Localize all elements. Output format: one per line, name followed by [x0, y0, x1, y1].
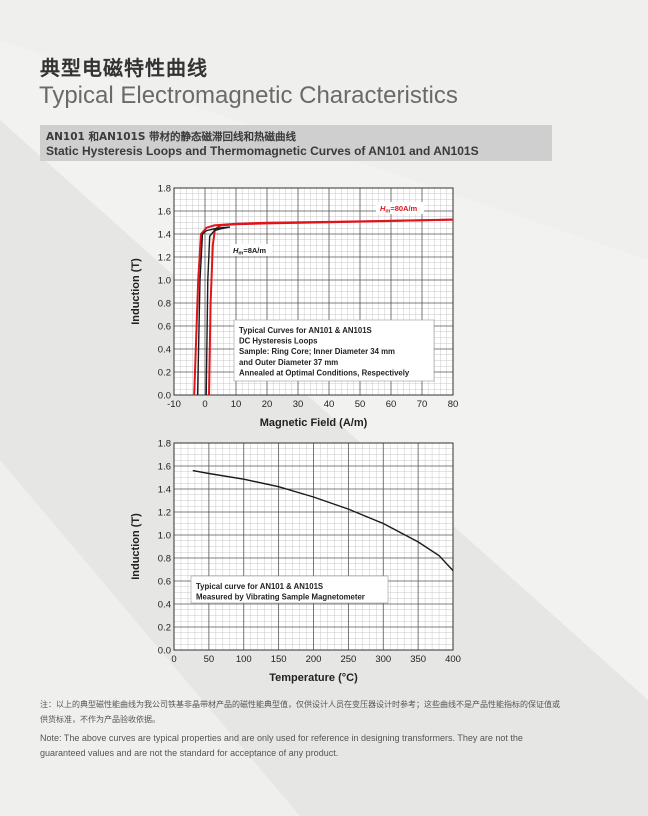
y-tick-label: 0.6	[158, 577, 171, 588]
y-tick-label: 1.4	[158, 485, 171, 496]
annotation-line: and Outer Diameter 37 mm	[239, 358, 338, 367]
x-tick-label: 30	[293, 399, 304, 410]
x-tick-label: 70	[417, 399, 428, 410]
y-tick-label: 0.8	[158, 554, 171, 565]
loop-8-upper-branch	[196, 226, 230, 396]
y-tick-label: 0.0	[158, 391, 171, 402]
x-tick-label: 100	[236, 654, 252, 665]
x-tick-label: 0	[171, 654, 176, 665]
series-label-bg	[376, 202, 424, 214]
plot-frame-1	[173, 187, 454, 396]
x-tick-label: 300	[375, 654, 391, 665]
annotation-line: DC Hysteresis Loops	[239, 337, 318, 346]
y-tick-label: 0.0	[158, 646, 171, 657]
section-title-en: Static Hysteresis Loops and Thermomagnet…	[46, 144, 479, 158]
x-tick-label: 250	[340, 654, 356, 665]
series-label-bg	[230, 244, 272, 256]
annotation-line: Measured by Vibrating Sample Magnetomete…	[196, 593, 365, 602]
y-tick-label: 0.8	[158, 299, 171, 310]
y-tick-label: 1.0	[158, 276, 171, 287]
y-tick-label: 0.4	[158, 345, 171, 356]
annotation-box	[233, 319, 435, 382]
annotation-box	[190, 575, 389, 604]
x-tick-label: -10	[167, 399, 181, 410]
annotation-line: Typical curve for AN101 & AN101S	[196, 582, 323, 591]
x-tick-label: 80	[448, 399, 459, 410]
x-tick-label: 60	[386, 399, 397, 410]
y-tick-label: 1.0	[158, 531, 171, 542]
y-axis-title: Induction (T)	[130, 513, 142, 580]
series-label-8: Hm=8A/m	[233, 246, 266, 257]
note-cn: 注：以上的典型磁性能曲线为我公司铁基非晶带材产品的磁性能典型值，仅供设计人员在变…	[40, 700, 560, 724]
loop-8-lower-branch	[205, 226, 230, 396]
x-tick-label: 10	[231, 399, 242, 410]
x-tick-label: 200	[306, 654, 322, 665]
x-tick-label: 20	[262, 399, 273, 410]
x-tick-label: 50	[204, 654, 215, 665]
section-header: AN101 和AN101S 带材的静态磁滞回线和热磁曲线 Static Hyst…	[40, 125, 552, 161]
y-tick-label: 0.2	[158, 623, 171, 634]
x-tick-label: 350	[410, 654, 426, 665]
y-tick-label: 0.6	[158, 322, 171, 333]
x-tick-label: 150	[271, 654, 287, 665]
y-tick-label: 1.6	[158, 462, 171, 473]
page-title-en: Typical Electromagnetic Characteristics	[39, 82, 458, 109]
x-tick-label: 50	[355, 399, 366, 410]
y-tick-label: 1.4	[158, 230, 171, 241]
annotation-line: Annealed at Optimal Conditions, Respecti…	[239, 368, 410, 377]
x-axis-title: Temperature (°C)	[269, 672, 358, 684]
y-tick-label: 1.6	[158, 207, 171, 218]
loop-80-lower-branch	[208, 218, 454, 396]
y-tick-label: 1.2	[158, 253, 171, 264]
series-label-80: Hm=80A/m	[380, 204, 418, 215]
thermomagnetic-curve	[192, 469, 454, 572]
y-tick-label: 0.2	[158, 368, 171, 379]
note-en: Note: The above curves are typical prope…	[40, 733, 523, 758]
plot-frame-2	[173, 442, 454, 651]
x-axis-title: Magnetic Field (A/m)	[260, 417, 368, 429]
x-tick-label: 400	[445, 654, 461, 665]
y-tick-label: 1.8	[158, 439, 171, 450]
annotation-line: Sample: Ring Core; Inner Diameter 34 mm	[239, 347, 395, 356]
x-tick-label: 40	[324, 399, 335, 410]
y-tick-label: 1.2	[158, 508, 171, 519]
y-axis-title: Induction (T)	[130, 258, 142, 325]
section-title-cn: AN101 和AN101S 带材的静态磁滞回线和热磁曲线	[46, 131, 297, 143]
annotation-line: Typical Curves for AN101 & AN101S	[239, 326, 372, 335]
y-tick-label: 1.8	[158, 184, 171, 195]
x-tick-label: 0	[202, 399, 207, 410]
page-title-cn: 典型电磁特性曲线	[40, 56, 208, 80]
y-tick-label: 0.4	[158, 600, 171, 611]
